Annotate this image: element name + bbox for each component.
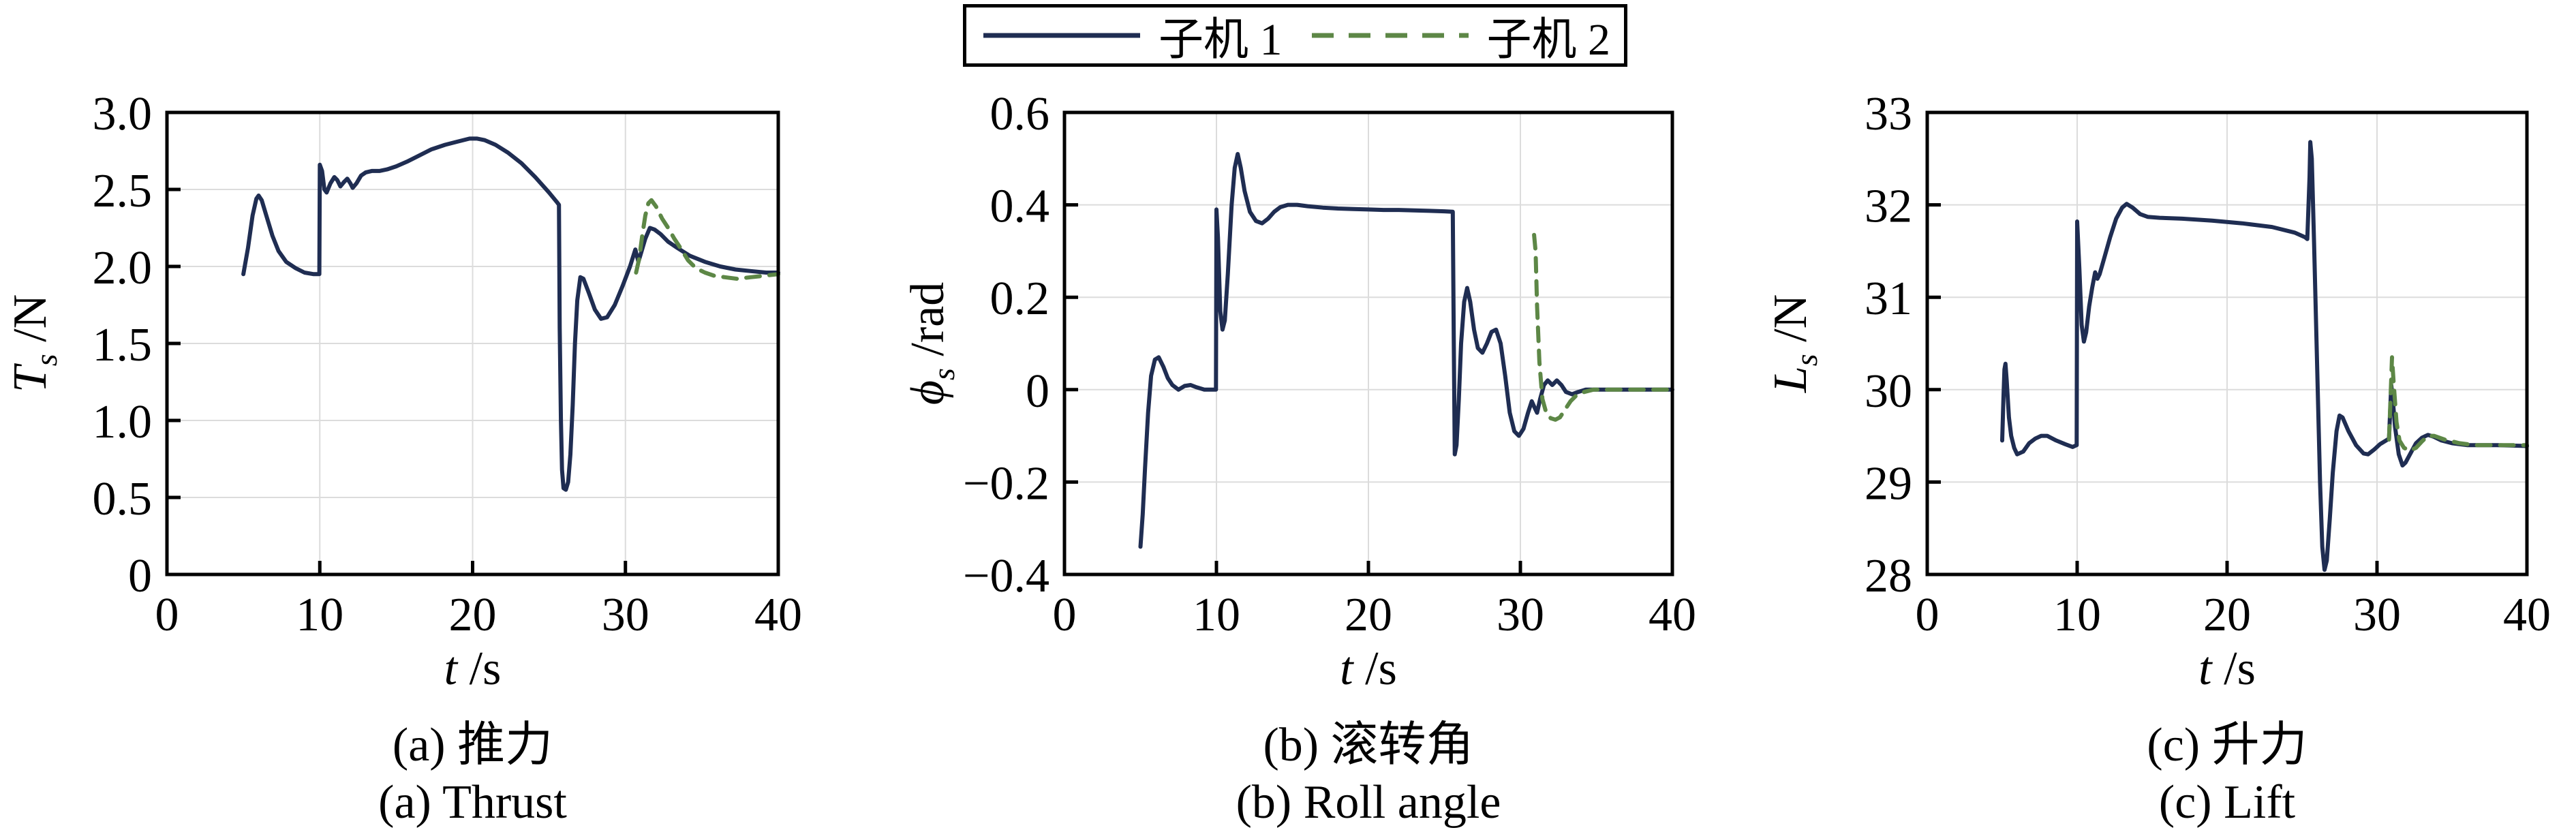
y-tick-label: 32 [1865,181,1912,233]
y-axis-label: Ts /N [4,294,63,393]
x-tick-label: 40 [2503,589,2551,641]
y-tick-label: 1.0 [93,396,153,448]
x-tick-label: 10 [1193,589,1240,641]
y-tick-label: 0.4 [990,181,1050,233]
x-tick-label: 30 [1497,589,1544,641]
x-tick-label: 20 [2203,589,2251,641]
y-tick-label: 0.6 [990,88,1050,140]
series-line-2-lift [2387,355,2529,453]
series-line-2-thrust [634,198,780,281]
y-tick-label: 30 [1865,365,1912,418]
y-tick-label: 0 [1026,365,1049,418]
y-tick-label: 2.0 [93,242,153,294]
y-tick-label: 1.5 [93,319,153,371]
caption-en-roll-angle: (b) Roll angle [1236,776,1501,829]
x-tick-label: 30 [2353,589,2401,641]
x-tick-label: 40 [1649,589,1696,641]
y-tick-label: −0.4 [963,550,1049,602]
y-tick-label: 29 [1865,457,1912,510]
y-tick-label: 0.5 [93,473,153,525]
caption-zh-roll-angle: (b) 滚转角 [1263,719,1473,771]
x-tick-label: 10 [296,589,343,641]
legend: 子机 1 子机 2 [963,4,1627,67]
legend-item-series-1: 子机 1 [980,3,1283,68]
solid-line-sample-icon [983,33,1140,38]
y-tick-label: 2.5 [93,165,153,217]
x-tick-label: 0 [1053,589,1077,641]
x-axis-label: t /s [2198,643,2256,695]
legend-item-series-2: 子机 2 [1308,3,1611,68]
legend-label-series-1: 子机 1 [1159,15,1283,65]
y-tick-label: 31 [1865,273,1912,325]
x-tick-label: 10 [2053,589,2101,641]
y-tick-label: −0.2 [963,457,1049,510]
x-axis-label: t /s [1340,643,1397,695]
y-axis-label: ϕs /rad [902,282,961,405]
y-tick-label: 33 [1865,88,1912,140]
y-tick-label: 0 [128,550,152,602]
y-tick-label: 28 [1865,550,1912,602]
y-tick-label: 3.0 [93,88,153,140]
series-line-1-roll-angle [1138,152,1674,549]
x-tick-label: 20 [449,589,497,641]
caption-en-thrust: (a) Thrust [378,776,567,829]
dashed-line-sample-icon [1311,33,1469,38]
series-line-2-roll-angle [1532,232,1674,422]
series-line-1-lift [2000,140,2529,572]
caption-zh-lift: (c) 升力 [2147,719,2307,771]
caption-zh-thrust: (a) 推力 [393,719,553,771]
x-tick-label: 20 [1345,589,1392,641]
y-tick-label: 0.2 [990,273,1050,325]
y-axis-label: Ls /N [1764,294,1824,393]
x-axis-label: t /s [444,643,502,695]
caption-en-lift: (c) Lift [2159,776,2296,829]
series-line-1-thrust [241,136,780,492]
legend-label-series-2: 子机 2 [1486,15,1611,65]
x-tick-label: 30 [602,589,649,641]
x-tick-label: 0 [155,589,179,641]
x-tick-label: 0 [1916,589,1939,641]
x-tick-label: 40 [754,589,802,641]
